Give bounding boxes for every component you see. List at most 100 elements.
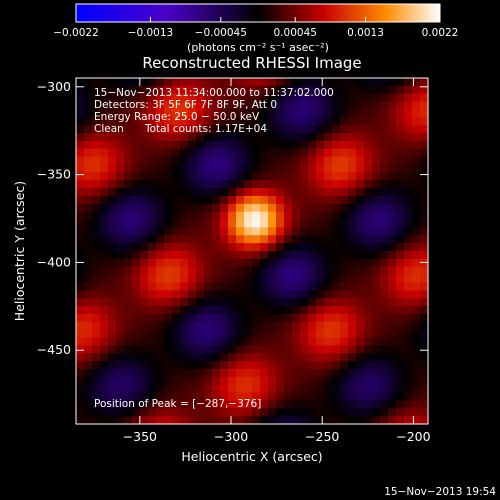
- heatmap-cell: [276, 227, 285, 236]
- heatmap-cell: [380, 125, 389, 134]
- heatmap-cell: [100, 274, 109, 284]
- heatmap-cell: [228, 93, 237, 103]
- heatmap-cell: [108, 282, 117, 291]
- heatmap-cell: [140, 78, 149, 87]
- heatmap-cell: [156, 93, 165, 103]
- heatmap-cell: [420, 384, 428, 394]
- heatmap-cell: [396, 321, 405, 331]
- heatmap-cell: [380, 258, 389, 268]
- heatmap-cell: [404, 172, 413, 181]
- heatmap-cell: [148, 353, 157, 362]
- colorbar-gradient: [75, 3, 441, 23]
- heatmap-cell: [308, 78, 317, 87]
- heatmap-cell: [332, 392, 341, 402]
- heatmap-cell: [140, 282, 149, 291]
- heatmap-cell: [100, 85, 109, 95]
- heatmap-cell: [348, 251, 357, 260]
- heatmap-cell: [108, 416, 117, 424]
- heatmap-cell: [348, 164, 357, 173]
- heatmap-cell: [356, 148, 365, 158]
- heatmap-cell: [132, 164, 141, 173]
- heatmap-cell: [76, 172, 85, 181]
- heatmap-cell: [364, 148, 373, 158]
- heatmap-cell: [156, 133, 165, 142]
- heatmap-cell: [228, 211, 237, 221]
- heatmap-cell: [204, 408, 213, 417]
- heatmap-cell: [132, 109, 141, 118]
- heatmap-cell: [156, 313, 165, 323]
- heatmap-cell: [236, 306, 245, 315]
- heatmap-cell: [348, 133, 357, 142]
- heatmap-cell: [108, 211, 117, 221]
- heatmap-cell: [396, 133, 405, 142]
- heatmap-cell: [156, 172, 165, 181]
- heatmap-cell: [324, 251, 333, 260]
- heatmap-cell: [84, 313, 93, 323]
- heatmap-cell: [212, 266, 221, 276]
- heatmap-cell: [140, 180, 149, 189]
- heatmap-cell: [172, 133, 181, 142]
- heatmap-cell: [260, 368, 269, 378]
- heatmap-cell: [188, 306, 197, 315]
- heatmap-cell: [132, 337, 141, 346]
- heatmap-cell: [124, 353, 133, 362]
- heatmap-cell: [404, 329, 413, 339]
- heatmap-cell: [76, 164, 85, 173]
- heatmap-cell: [252, 117, 261, 126]
- heatmap-cell: [172, 195, 181, 205]
- heatmap-cell: [420, 408, 428, 417]
- heatmap-cell: [268, 227, 277, 236]
- heatmap-cell: [244, 140, 253, 150]
- heatmap-cell: [116, 282, 125, 291]
- heatmap-cell: [372, 368, 381, 378]
- heatmap-cell: [340, 306, 349, 315]
- heatmap-cell: [324, 78, 333, 87]
- heatmap-cell: [292, 298, 301, 307]
- heatmap-cell: [220, 148, 229, 158]
- heatmap-cell: [396, 353, 405, 362]
- heatmap-cell: [300, 321, 309, 331]
- heatmap-cell: [132, 195, 141, 205]
- heatmap-cell: [348, 172, 357, 181]
- heatmap-cell: [124, 345, 133, 354]
- heatmap-cell: [252, 290, 261, 299]
- heatmap-cell: [204, 219, 213, 229]
- heatmap-cell: [148, 156, 157, 166]
- heatmap-cell: [364, 117, 373, 126]
- heatmap-cell: [404, 148, 413, 158]
- heatmap-cell: [76, 337, 85, 346]
- heatmap-cell: [388, 243, 397, 252]
- heatmap-cell: [156, 306, 165, 315]
- heatmap-cell: [388, 180, 397, 189]
- heatmap-cell: [276, 180, 285, 189]
- heatmap-cell: [140, 400, 149, 409]
- heatmap-cell: [116, 416, 125, 424]
- heatmap-cell: [268, 219, 277, 229]
- heatmap-cell: [124, 203, 133, 213]
- heatmap-cell: [84, 78, 93, 87]
- heatmap-cell: [348, 243, 357, 252]
- heatmap-cell: [172, 345, 181, 354]
- heatmap-cell: [420, 203, 428, 213]
- heatmap-cell: [228, 195, 237, 205]
- heatmap-cell: [316, 156, 325, 166]
- heatmap-cell: [124, 368, 133, 378]
- heatmap-cell: [308, 195, 317, 205]
- heatmap-cell: [124, 376, 133, 386]
- annotation-total-counts: Total counts: 1.17E+04: [144, 123, 267, 135]
- heatmap-cell: [284, 85, 293, 95]
- heatmap-cell: [116, 125, 125, 134]
- heatmap-cell: [204, 203, 213, 213]
- heatmap-cell: [340, 227, 349, 236]
- heatmap-cell: [364, 172, 373, 181]
- heatmap-cell: [300, 353, 309, 362]
- heatmap-cell: [372, 188, 381, 197]
- heatmap-cell: [300, 274, 309, 284]
- heatmap-cell: [204, 172, 213, 181]
- heatmap-cell: [148, 117, 157, 126]
- heatmap-cell: [236, 400, 245, 409]
- heatmap-cell: [300, 408, 309, 417]
- heatmap-cell: [196, 353, 205, 362]
- heatmap-cell: [364, 85, 373, 95]
- heatmap-cell: [244, 313, 253, 323]
